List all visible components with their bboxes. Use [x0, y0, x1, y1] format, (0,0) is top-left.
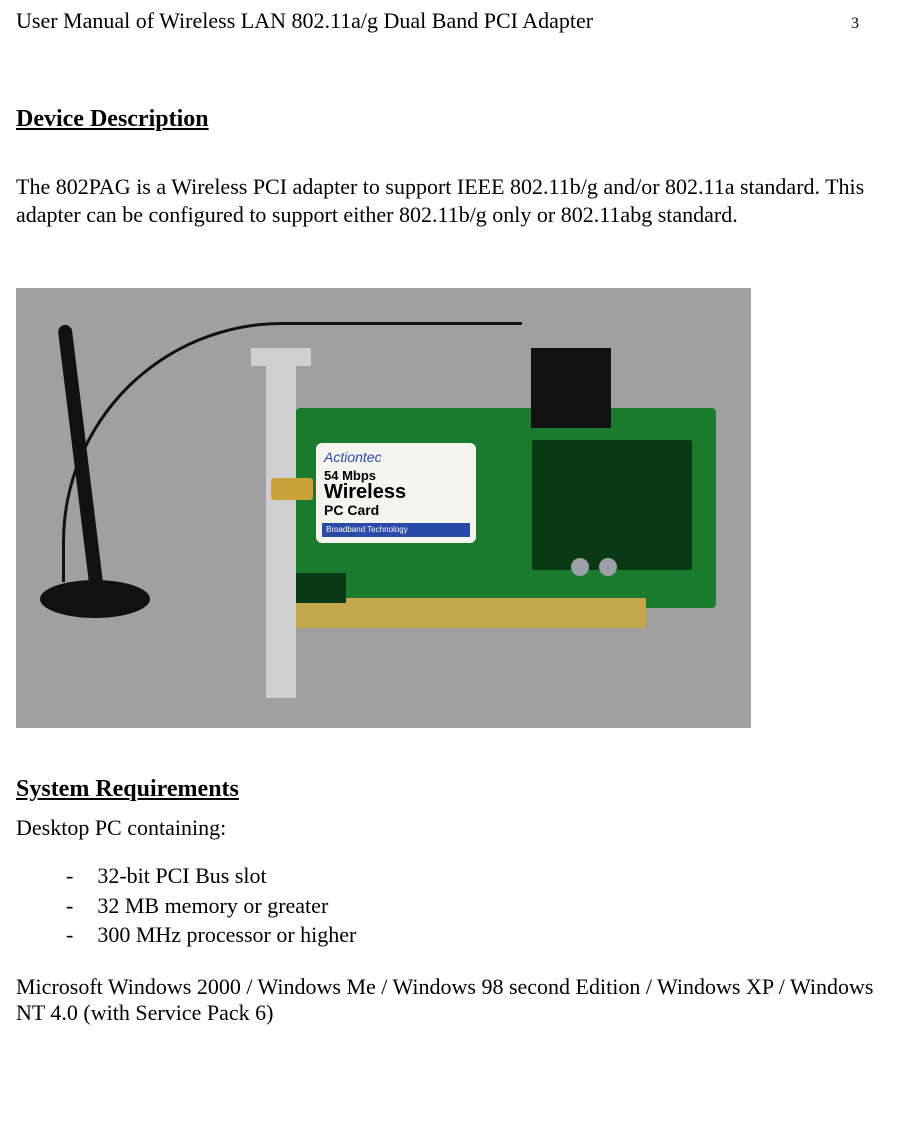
sma-connector [271, 478, 313, 500]
capacitors [571, 558, 631, 578]
pci-edge-connector [296, 598, 646, 628]
list-item: -300 MHz processor or higher [66, 920, 883, 950]
device-description-body: The 802PAG is a Wireless PCI adapter to … [16, 173, 883, 228]
manual-title: User Manual of Wireless LAN 802.11a/g Du… [16, 8, 593, 34]
label-brand: Actiontec [324, 449, 468, 465]
page-header: User Manual of Wireless LAN 802.11a/g Du… [16, 8, 883, 34]
requirements-intro: Desktop PC containing: [16, 815, 883, 841]
list-item: -32-bit PCI Bus slot [66, 861, 883, 891]
capacitor-icon [599, 558, 617, 576]
main-chip [531, 348, 611, 428]
label-main: Wireless [324, 483, 468, 502]
requirements-os: Microsoft Windows 2000 / Windows Me / Wi… [16, 974, 883, 1026]
label-sub: PC Card [324, 502, 468, 518]
section-heading-system-requirements: System Requirements [16, 776, 883, 803]
section-heading-device-description: Device Description [16, 106, 883, 133]
label-strip: Broadband Technology [322, 523, 470, 537]
list-item-text: 32-bit PCI Bus slot [97, 863, 266, 888]
pcb-ground-area [532, 440, 692, 570]
list-item-text: 300 MHz processor or higher [97, 922, 356, 947]
bullet-dash: - [66, 922, 73, 947]
bullet-dash: - [66, 863, 73, 888]
page-number: 3 [851, 15, 859, 33]
pcb-port [296, 573, 346, 603]
capacitor-icon [571, 558, 589, 576]
pc-card-label: Actiontec 54 Mbps Wireless PC Card Broad… [316, 443, 476, 543]
antenna-base [40, 580, 150, 618]
pci-bracket [266, 358, 296, 698]
product-photo: Actiontec 54 Mbps Wireless PC Card Broad… [16, 288, 751, 728]
bullet-dash: - [66, 893, 73, 918]
requirements-list: -32-bit PCI Bus slot -32 MB memory or gr… [16, 861, 883, 950]
list-item: -32 MB memory or greater [66, 891, 883, 921]
list-item-text: 32 MB memory or greater [97, 893, 328, 918]
